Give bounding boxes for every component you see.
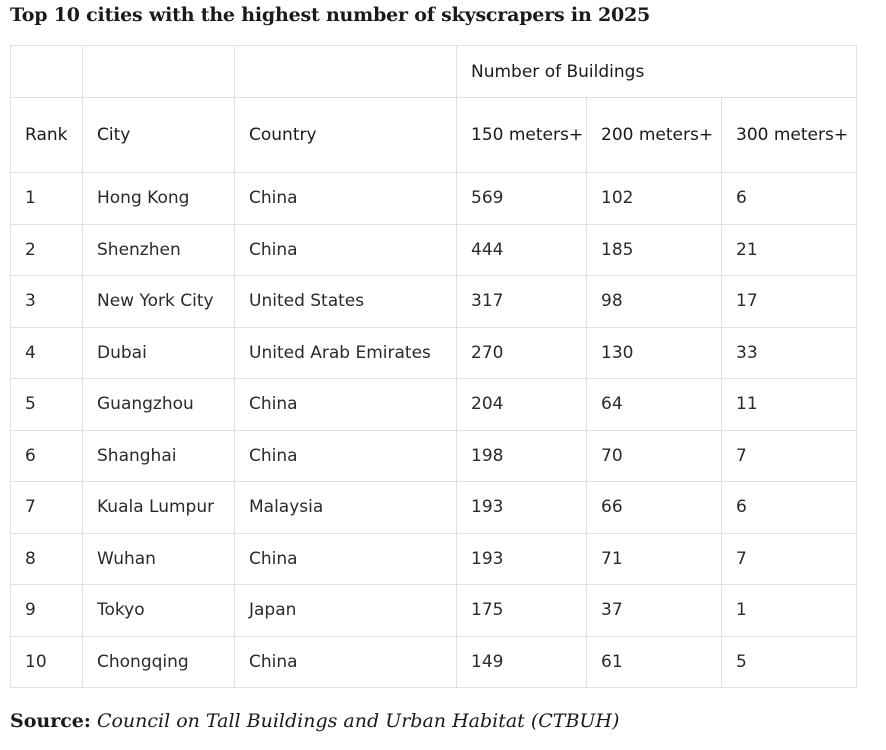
table-row: 1 Hong Kong China 569 102 6 [10,172,858,225]
rank-cell: 5 [10,378,83,431]
height-150-cell: 444 [456,223,587,276]
height-150-cell: 193 [456,481,587,534]
table-body: 1 Hong Kong China 569 102 6 2 Shenzhen China 444 1… [10,172,858,688]
height-300-cell: 11 [720,378,858,431]
source-note: Source: Council on Tall Buildings and Ur… [10,710,619,732]
rank-cell: 8 [10,532,83,585]
height-300-cell: 6 [720,172,858,225]
city-cell: Shanghai [82,429,235,482]
height-300-cell: 1 [720,584,858,637]
height-150-cell: 569 [456,172,587,225]
page-title: Top 10 cities with the highest number of… [10,4,651,26]
group-header-row: Number of Buildings [10,45,858,98]
country-cell: China [234,223,457,276]
height-150-cell: 198 [456,429,587,482]
height-200-cell: 61 [586,635,722,688]
city-cell: Kuala Lumpur [82,481,235,534]
city-cell: Tokyo [82,584,235,637]
height-200-header: 200 meters+ [586,97,722,173]
height-150-cell: 175 [456,584,587,637]
skyscrapers-table: Number of Buildings Rank City Country 15… [10,45,858,688]
city-cell: Shenzhen [82,223,235,276]
city-cell: Hong Kong [82,172,235,225]
height-300-cell: 33 [720,326,858,379]
rank-cell: 9 [10,584,83,637]
country-cell: United Arab Emirates [234,326,457,379]
table-row: 8 Wuhan China 193 71 7 [10,532,858,585]
rank-cell: 2 [10,223,83,276]
height-150-cell: 193 [456,532,587,585]
city-header: City [82,97,235,173]
city-cell: Guangzhou [82,378,235,431]
height-200-cell: 130 [586,326,722,379]
country-header: Country [234,97,457,173]
height-300-cell: 6 [720,481,858,534]
height-300-cell: 21 [720,223,858,276]
empty-header-cell [234,45,457,98]
height-200-cell: 102 [586,172,722,225]
rank-cell: 3 [10,275,83,328]
height-200-cell: 185 [586,223,722,276]
height-150-header: 150 meters+ [456,97,587,173]
rank-header: Rank [10,97,83,173]
table-row: 5 Guangzhou China 204 64 11 [10,378,858,431]
source-label: Source: [10,710,91,732]
height-200-cell: 64 [586,378,722,431]
height-300-header: 300 meters+ [720,97,858,173]
height-200-cell: 66 [586,481,722,534]
country-cell: China [234,532,457,585]
country-cell: United States [234,275,457,328]
city-cell: Wuhan [82,532,235,585]
city-cell: Dubai [82,326,235,379]
column-header-row: Rank City Country 150 meters+ 200 meters… [10,97,858,173]
empty-header-cell [82,45,235,98]
city-cell: New York City [82,275,235,328]
country-cell: Japan [234,584,457,637]
height-300-cell: 5 [720,635,858,688]
country-cell: Malaysia [234,481,457,534]
rank-cell: 10 [10,635,83,688]
height-200-cell: 71 [586,532,722,585]
table-row: 2 Shenzhen China 444 185 21 [10,223,858,276]
table-row: 4 Dubai United Arab Emirates 270 130 33 [10,326,858,379]
number-of-buildings-header: Number of Buildings [455,45,858,98]
country-cell: China [234,172,457,225]
height-200-cell: 70 [586,429,722,482]
height-150-cell: 149 [456,635,587,688]
country-cell: China [234,635,457,688]
rank-cell: 7 [10,481,83,534]
empty-header-cell [10,45,83,98]
city-cell: Chongqing [82,635,235,688]
table-row: 10 Chongqing China 149 61 5 [10,635,858,688]
height-150-cell: 317 [456,275,587,328]
table-row: 6 Shanghai China 198 70 7 [10,429,858,482]
height-150-cell: 204 [456,378,587,431]
height-200-cell: 37 [586,584,722,637]
height-150-cell: 270 [456,326,587,379]
rank-cell: 1 [10,172,83,225]
table-row: 7 Kuala Lumpur Malaysia 193 66 6 [10,481,858,534]
country-cell: China [234,429,457,482]
table-row: 9 Tokyo Japan 175 37 1 [10,584,858,637]
source-text: Council on Tall Buildings and Urban Habi… [96,710,620,732]
height-200-cell: 98 [586,275,722,328]
country-cell: China [234,378,457,431]
height-300-cell: 7 [720,429,858,482]
height-300-cell: 7 [720,532,858,585]
rank-cell: 6 [10,429,83,482]
table-row: 3 New York City United States 317 98 17 [10,275,858,328]
rank-cell: 4 [10,326,83,379]
height-300-cell: 17 [720,275,858,328]
